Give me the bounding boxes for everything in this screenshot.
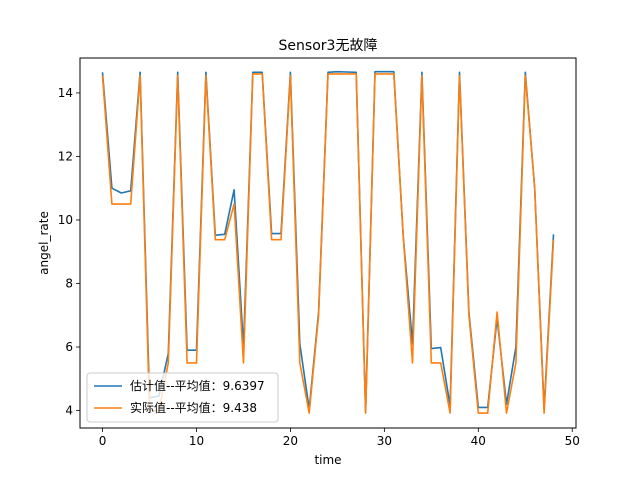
x-tick-label: 20 [283, 434, 298, 448]
y-tick-label: 12 [58, 149, 73, 163]
series-line-1 [101, 73, 555, 414]
plot-frame [79, 57, 577, 429]
legend-label-actual: 实际值--平均值：9.438 [130, 400, 257, 415]
x-tick-label: 10 [189, 434, 204, 448]
y-tick-label: 10 [58, 213, 73, 227]
y-axis-label: angel_rate [37, 211, 51, 275]
legend-label-estimated: 估计值--平均值：9.6397 [130, 378, 265, 393]
x-axis: 0 10 20 30 40 50 [99, 428, 580, 448]
series-layer [101, 70, 555, 414]
x-tick-label: 0 [99, 434, 107, 448]
x-axis-label: time [314, 453, 341, 467]
y-tick-label: 14 [58, 86, 73, 100]
x-tick-label: 40 [471, 434, 486, 448]
y-tick-label: 4 [65, 404, 73, 418]
x-tick-label: 30 [377, 434, 392, 448]
legend-box [86, 372, 279, 423]
x-tick-label: 50 [565, 434, 580, 448]
y-tick-label: 6 [65, 340, 73, 354]
chart-title: Sensor3无故障 [279, 38, 378, 54]
y-axis: 4 6 8 10 12 14 [58, 86, 80, 418]
legend: 估计值--平均值：9.6397 实际值--平均值：9.438 [86, 372, 279, 423]
y-tick-label: 8 [65, 276, 73, 290]
